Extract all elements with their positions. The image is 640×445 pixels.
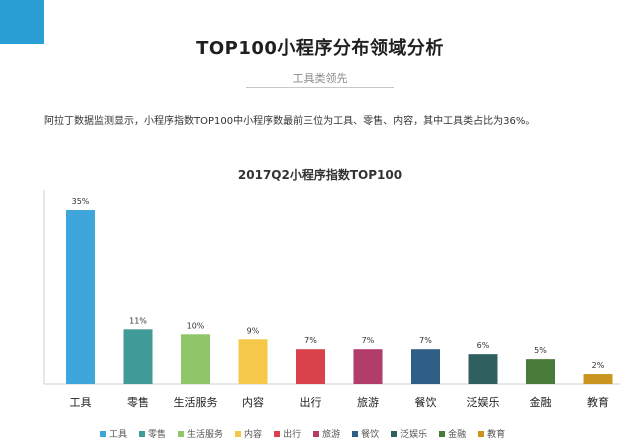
- legend-item: 生活服务: [178, 427, 223, 440]
- legend-label: 生活服务: [187, 430, 224, 440]
- legend-swatch: [274, 430, 281, 437]
- legend-label: 内容: [244, 430, 263, 440]
- legend-label: 餐饮: [361, 430, 380, 440]
- legend-swatch: [391, 430, 398, 437]
- bar-0: [66, 210, 95, 384]
- page-title: TOP100小程序分布领域分析: [196, 38, 444, 59]
- legend-swatch: [313, 430, 320, 437]
- bar-value-label: 6%: [477, 341, 490, 350]
- legend-swatch: [139, 430, 146, 437]
- legend-item: 金融: [439, 427, 466, 440]
- bar-chart: 35% 工具 11% 零售 10% 生活服务 9% 内容 7% 出行 7% 旅游 7% 餐饮 6% 泛娱乐 5%…: [43, 190, 620, 409]
- description-text: 阿拉丁数据监测显示，小程序指数TOP100中小程序数最前三位为工具、零售、内容，…: [44, 116, 536, 127]
- legend-label: 金融: [448, 430, 467, 440]
- legend-item: 教育: [478, 427, 505, 440]
- bar-2: [181, 334, 210, 384]
- corner-accent: [0, 0, 44, 44]
- legend-swatch: [235, 430, 242, 437]
- legend-label: 零售: [148, 430, 167, 440]
- legend-item: 出行: [274, 427, 301, 440]
- bar-9: [583, 374, 613, 384]
- x-tick-label: 零售: [127, 395, 149, 409]
- page-subtitle: 工具类领先: [292, 72, 348, 85]
- bar-6: [411, 349, 440, 384]
- x-tick-label: 餐饮: [415, 395, 437, 409]
- subtitle-divider: [246, 87, 394, 88]
- bar-value-label: 10%: [187, 321, 205, 330]
- bar-value-label: 7%: [304, 336, 317, 345]
- bar-3: [238, 339, 268, 384]
- chart-legend: 工具 零售 生活服务 内容 出行 旅游 餐饮 泛娱乐 金融 教育: [100, 427, 600, 440]
- bar-5: [353, 349, 383, 384]
- legend-item: 工具: [100, 427, 127, 440]
- x-tick-label: 金融: [530, 395, 552, 409]
- bar-value-label: 11%: [129, 316, 147, 325]
- legend-item: 餐饮: [352, 427, 379, 440]
- x-tick-label: 出行: [300, 395, 322, 409]
- bar-value-label: 5%: [534, 346, 547, 355]
- x-tick-label: 泛娱乐: [467, 395, 500, 409]
- legend-label: 出行: [283, 430, 302, 440]
- legend-label: 工具: [109, 430, 128, 440]
- legend-item: 零售: [139, 427, 166, 440]
- bar-4: [296, 349, 325, 384]
- bar-value-label: 7%: [362, 336, 375, 345]
- legend-swatch: [100, 430, 106, 437]
- legend-label: 旅游: [322, 430, 341, 440]
- legend-swatch: [439, 430, 446, 437]
- bar-1: [123, 329, 153, 384]
- x-tick-label: 内容: [242, 395, 264, 409]
- chart-title: 2017Q2小程序指数TOP100: [237, 168, 403, 182]
- bar-7: [468, 354, 498, 384]
- legend-swatch: [352, 430, 359, 437]
- legend-item: 泛娱乐: [391, 427, 427, 440]
- x-tick-label: 教育: [587, 395, 609, 409]
- bar-value-label: 9%: [247, 326, 260, 335]
- bar-value-label: 2%: [592, 361, 605, 370]
- bar-value-label: 7%: [419, 336, 432, 345]
- legend-item: 旅游: [313, 427, 340, 440]
- x-tick-label: 工具: [70, 396, 92, 409]
- x-tick-label: 旅游: [357, 395, 379, 409]
- bar-value-label: 35%: [72, 197, 90, 206]
- legend-swatch: [478, 430, 485, 437]
- bar-8: [526, 359, 555, 384]
- legend-label: 教育: [487, 430, 506, 440]
- x-tick-label: 生活服务: [174, 395, 218, 409]
- legend-item: 内容: [235, 427, 262, 440]
- legend-swatch: [178, 430, 185, 437]
- legend-label: 泛娱乐: [400, 430, 428, 440]
